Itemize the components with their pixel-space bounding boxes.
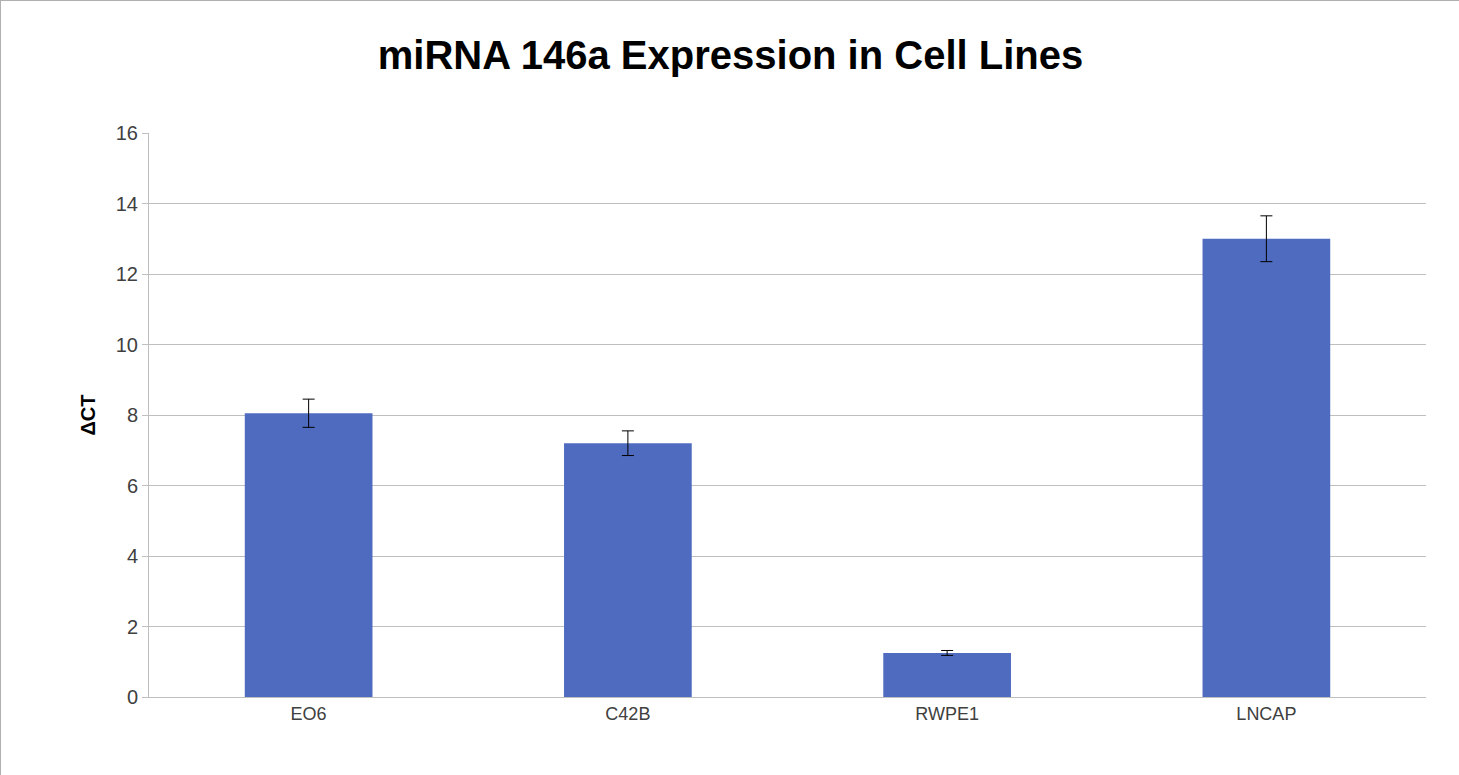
svg-text:RWPE1: RWPE1 — [915, 704, 979, 724]
svg-text:miRNA 146a Expression in Cell: miRNA 146a Expression in Cell Lines — [378, 33, 1083, 77]
svg-text:ΔCT: ΔCT — [77, 394, 99, 435]
svg-text:10: 10 — [116, 334, 138, 356]
svg-text:4: 4 — [127, 545, 138, 567]
svg-text:6: 6 — [127, 475, 138, 497]
svg-text:14: 14 — [116, 193, 138, 215]
svg-text:16: 16 — [116, 122, 138, 144]
svg-text:12: 12 — [116, 263, 138, 285]
svg-text:C42B: C42B — [605, 704, 650, 724]
svg-text:EO6: EO6 — [291, 704, 327, 724]
svg-text:2: 2 — [127, 616, 138, 638]
svg-text:LNCAP: LNCAP — [1236, 704, 1296, 724]
svg-text:0: 0 — [127, 686, 138, 708]
svg-text:8: 8 — [127, 404, 138, 426]
